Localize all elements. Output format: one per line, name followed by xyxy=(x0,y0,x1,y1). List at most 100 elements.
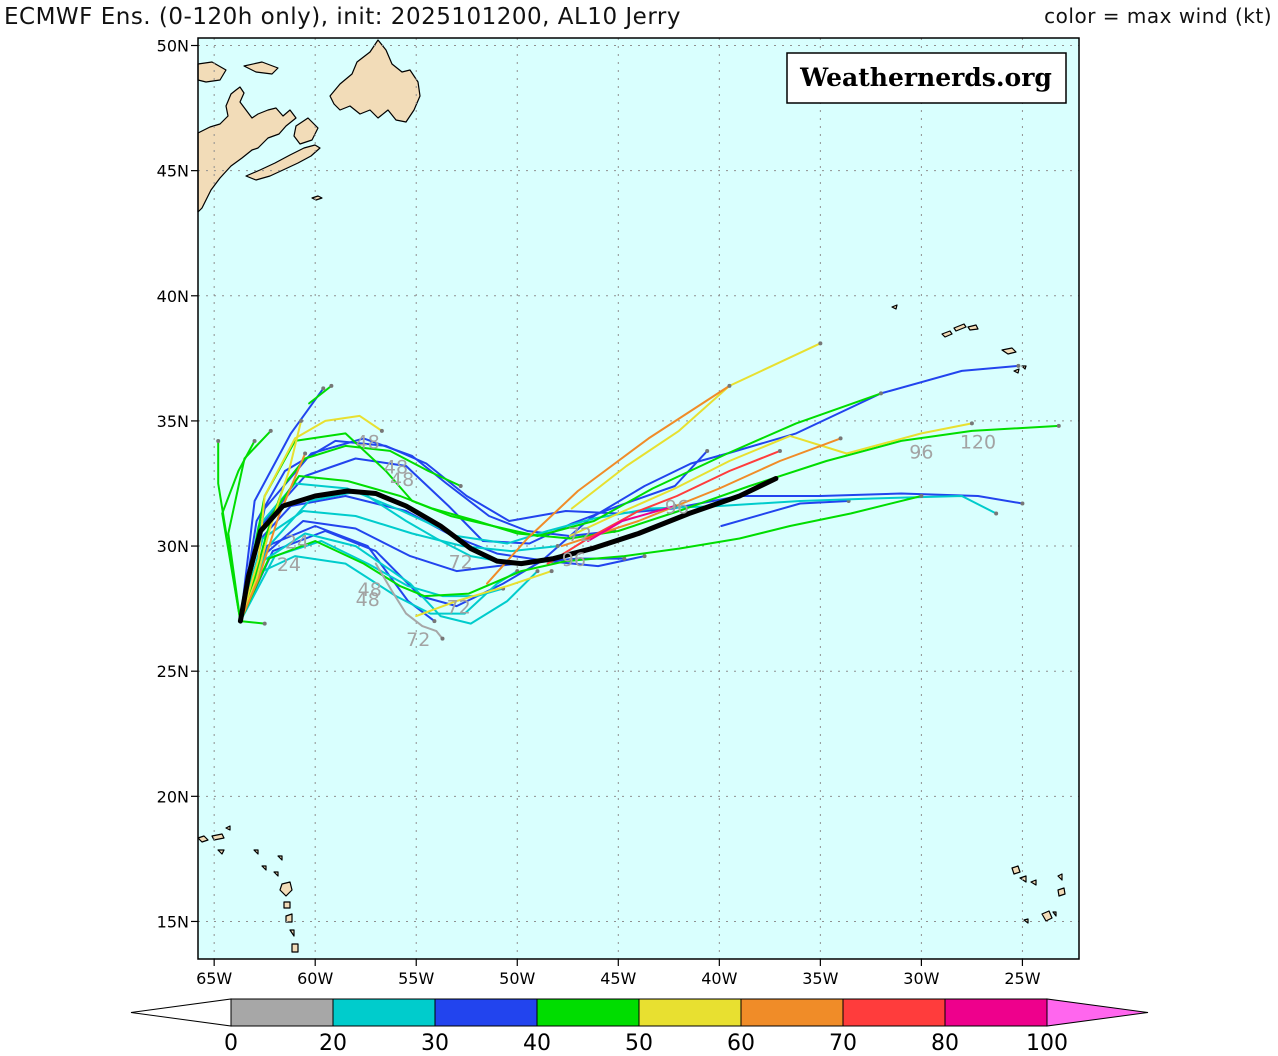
colorbar-swatch xyxy=(638,998,742,1027)
lon-tick-label: 65W xyxy=(196,969,232,988)
ensemble-member-track xyxy=(239,620,266,625)
watermark-frame xyxy=(786,52,1067,104)
map-title: ECMWF Ens. (0-120h only), init: 20251012… xyxy=(4,4,681,30)
watermark-box: Weathernerds.org xyxy=(786,52,1067,104)
lat-tick-label: 45N xyxy=(157,162,189,181)
colorbar-label: 80 xyxy=(931,1031,959,1056)
forecast-hour-label: 48 xyxy=(358,579,382,601)
lon-tick-label: 55W xyxy=(398,969,434,988)
track-end-dot xyxy=(705,448,710,453)
forecast-hour-label: 48 xyxy=(390,469,414,491)
coastline-nova-scotia xyxy=(245,144,321,181)
colorbar-label: 20 xyxy=(319,1031,347,1056)
colorbar-under-arrow xyxy=(130,998,232,1027)
ensemble-member-track xyxy=(239,482,998,623)
ensemble-member-track xyxy=(239,495,923,623)
track-end-dot xyxy=(555,544,560,549)
forecast-hour-label: 24 xyxy=(277,554,301,576)
track-end-dot xyxy=(969,421,974,426)
forecast-hour-label: 72 xyxy=(447,597,471,619)
track-end-dot xyxy=(549,569,554,574)
mean-track-line xyxy=(237,476,779,624)
ensemble-member-track xyxy=(239,414,383,623)
lat-tick-label: 15N xyxy=(157,912,189,931)
track-end-dot xyxy=(216,438,221,443)
lat-tick-label: 40N xyxy=(157,287,189,306)
lon-tick-label: 60W xyxy=(297,969,333,988)
ensemble-member-track xyxy=(239,532,539,625)
track-end-dot xyxy=(379,428,384,433)
coastline-anticosti xyxy=(243,61,279,75)
coastline-cape-verde xyxy=(1011,865,1066,924)
ensemble-member-track xyxy=(239,419,303,623)
track-end-dot xyxy=(642,554,647,559)
forecast-hour-label: 48 xyxy=(356,589,380,611)
track-end-dot xyxy=(440,636,445,641)
lat-tick-label: 50N xyxy=(157,37,189,56)
lon-tick-label: 25W xyxy=(1004,969,1040,988)
ensemble-member-track xyxy=(587,505,676,542)
track-end-dot xyxy=(252,438,257,443)
colorbar-label: 60 xyxy=(727,1031,755,1056)
colorbar-label: 30 xyxy=(421,1031,449,1056)
coastline-antilles xyxy=(197,825,299,953)
ensemble-member-track xyxy=(239,444,462,623)
ensemble-member-track xyxy=(374,562,444,640)
lat-tick-label: 30N xyxy=(157,537,189,556)
track-end-dot xyxy=(268,428,273,433)
forecast-hour-label: 24 xyxy=(285,532,309,554)
ensemble-member-track xyxy=(227,429,272,623)
lat-lon-grid xyxy=(198,38,1079,959)
track-end-dot xyxy=(1056,423,1061,428)
ensemble-member-track xyxy=(568,422,973,537)
ensemble-member-track xyxy=(239,424,1060,623)
lat-tick-label: 35N xyxy=(157,412,189,431)
track-end-dot xyxy=(1016,363,1021,368)
plot-frame xyxy=(197,37,1080,960)
wind-colorbar: 0 20 30 40 50 60 70 80 100 xyxy=(130,998,1149,1056)
ensemble-member-track xyxy=(560,437,842,548)
forecast-hour-label: 72 xyxy=(449,552,473,574)
coastline-azores xyxy=(891,304,1027,374)
colorbar-label: 0 xyxy=(224,1031,238,1056)
ensemble-member-track xyxy=(239,392,882,623)
forecast-hour-label: 96 xyxy=(665,497,689,519)
colorbar-swatch xyxy=(944,998,1048,1027)
track-end-dot xyxy=(672,504,677,509)
colorbar-swatch xyxy=(842,998,946,1027)
axis-ticks: 65W 60W 55W 50W 45W 40W 35W 30W 25W 15N 20N 25N 30N 3… xyxy=(157,37,1041,988)
track-end-dot xyxy=(458,483,463,488)
forecast-hour-label: 120 xyxy=(960,431,996,453)
track-end-dot xyxy=(878,391,883,396)
forecast-hour-label: 48 xyxy=(384,456,408,478)
land-layer xyxy=(197,39,1066,953)
track-end-dot xyxy=(838,436,843,441)
track-end-dot xyxy=(622,556,627,561)
lon-tick-label: 40W xyxy=(701,969,737,988)
ensemble-member-track xyxy=(720,500,850,527)
track-end-dot xyxy=(262,621,267,626)
watermark-text: Weathernerds.org xyxy=(799,63,1052,92)
colorbar-label: 50 xyxy=(625,1031,653,1056)
forecast-hour-label: 96 xyxy=(562,549,586,571)
track-end-dot xyxy=(727,383,732,388)
ensemble-member-track xyxy=(546,449,781,565)
ensemble-member-track xyxy=(239,387,325,623)
coastline-newfoundland xyxy=(329,39,421,123)
track-end-dot xyxy=(303,451,308,456)
ensemble-member-track xyxy=(239,520,626,623)
ensemble-member-track xyxy=(308,384,333,405)
forecast-hour-label: 72 xyxy=(406,629,430,651)
coastline-cape-breton xyxy=(293,117,319,145)
colorbar-swatch xyxy=(332,998,436,1027)
colorbar-label: 40 xyxy=(523,1031,551,1056)
coastline-maritimes xyxy=(197,86,297,213)
ensemble-member-track xyxy=(415,570,553,618)
ensemble-member-track xyxy=(239,364,1020,623)
colorbar-swatch xyxy=(536,998,640,1027)
lon-tick-label: 30W xyxy=(903,969,939,988)
track-end-dot xyxy=(1020,501,1025,506)
colorbar-label: 100 xyxy=(1026,1031,1068,1056)
track-end-dot xyxy=(299,418,304,423)
